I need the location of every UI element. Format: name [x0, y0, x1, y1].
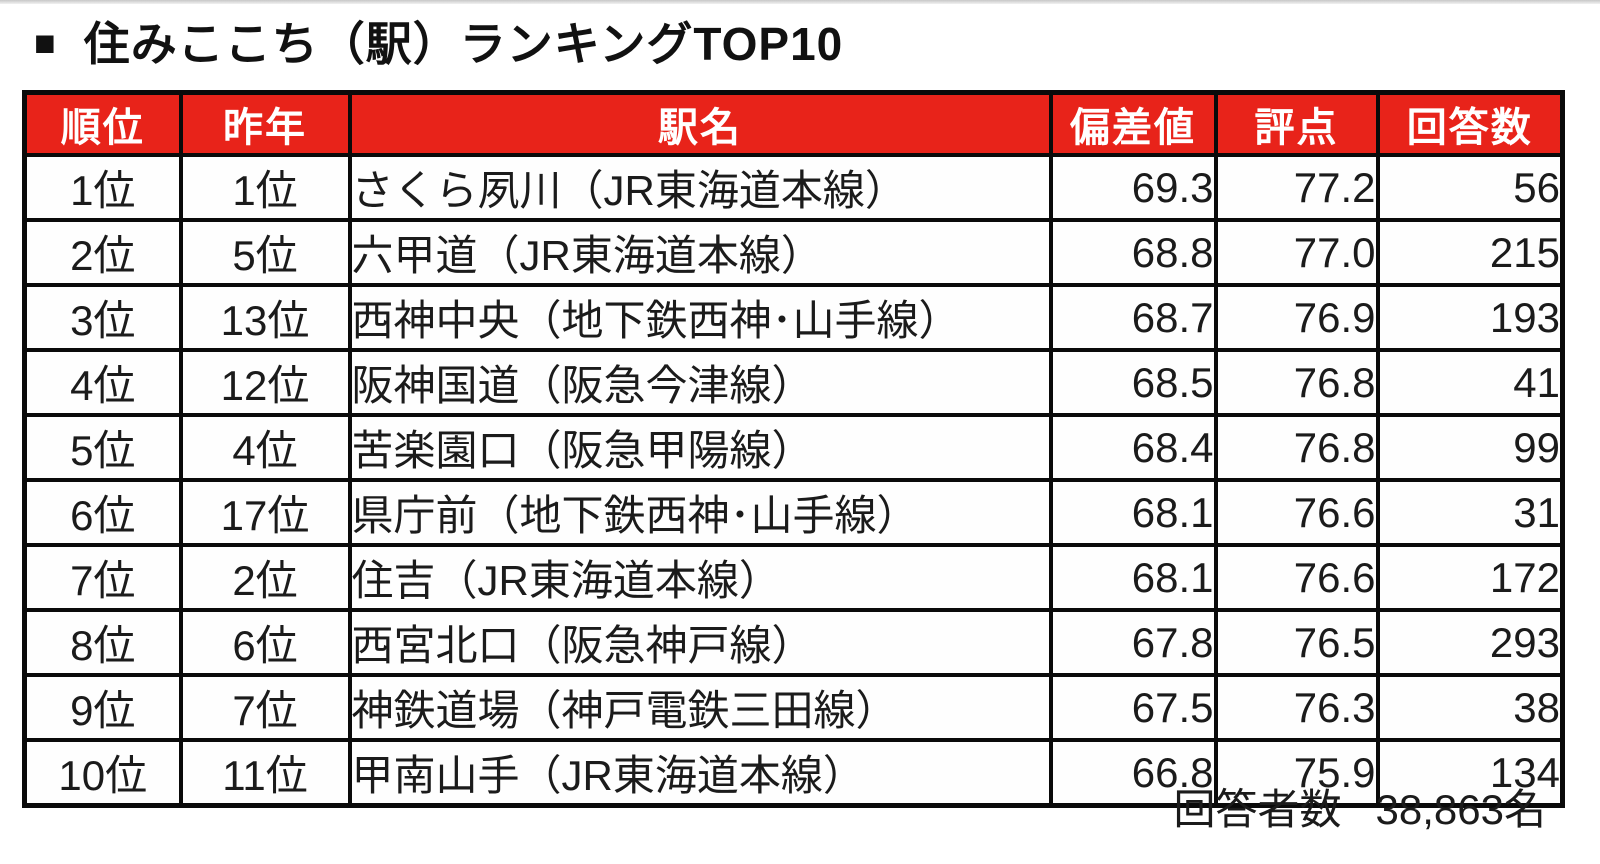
cell-last_year: 7位	[178, 673, 352, 742]
ranking-table: 順位 昨年 駅名 偏差値 評点 回答数 1位 1位 さくら夙川（JR東海道本線） 69…	[22, 90, 1565, 808]
cell-last_year: 17位	[178, 478, 352, 547]
cell-score: 76.5	[1213, 608, 1380, 677]
header-row: 順位 昨年 駅名 偏差値 評点 回答数	[22, 90, 1565, 157]
cell-deviation: 66.8	[1048, 738, 1218, 808]
cell-responses: 56	[1375, 153, 1565, 222]
table-row: 10位 11位 甲南山手（JR東海道本線） 66.8 75.9 134	[22, 738, 1565, 808]
cell-deviation: 69.3	[1048, 153, 1218, 222]
cell-last_year: 12位	[178, 348, 352, 417]
table-row: 4位 12位 阪神国道（阪急今津線） 68.5 76.8 41	[22, 348, 1565, 417]
cell-station: 阪神国道（阪急今津線）	[347, 348, 1053, 417]
cell-station: 西宮北口（阪急神戸線）	[347, 608, 1053, 677]
table-row: 3位 13位 西神中央（地下鉄西神･山手線） 68.7 76.9 193	[22, 283, 1565, 352]
respondents-label: 回答者数	[1173, 786, 1342, 833]
cell-last_year: 1位	[178, 153, 352, 222]
cell-last_year: 5位	[178, 218, 352, 287]
table-header: 順位 昨年 駅名 偏差値 評点 回答数	[22, 90, 1565, 157]
table-row: 1位 1位 さくら夙川（JR東海道本線） 69.3 77.2 56	[22, 153, 1565, 222]
respondents-value: 38,863名	[1375, 786, 1546, 833]
cell-score: 76.8	[1213, 348, 1380, 417]
col-header-responses: 回答数	[1375, 90, 1565, 157]
cell-last_year: 4位	[178, 413, 352, 482]
cell-score: 77.0	[1213, 218, 1380, 287]
cell-deviation: 68.1	[1048, 478, 1218, 547]
cell-rank: 9位	[22, 673, 183, 742]
cell-station: 甲南山手（JR東海道本線）	[347, 738, 1053, 808]
cell-rank: 6位	[22, 478, 183, 547]
cell-rank: 4位	[22, 348, 183, 417]
title-square-bullet-icon: ■	[34, 22, 56, 63]
cell-rank: 1位	[22, 153, 183, 222]
cell-station: さくら夙川（JR東海道本線）	[347, 153, 1053, 222]
cell-station: 神鉄道場（神戸電鉄三田線）	[347, 673, 1053, 742]
cell-responses: 41	[1375, 348, 1565, 417]
cell-score: 76.9	[1213, 283, 1380, 352]
cell-deviation: 68.8	[1048, 218, 1218, 287]
cell-score: 76.3	[1213, 673, 1380, 742]
table-row: 7位 2位 住吉（JR東海道本線） 68.1 76.6 172	[22, 543, 1565, 612]
cell-deviation: 68.4	[1048, 413, 1218, 482]
cell-score: 77.2	[1213, 153, 1380, 222]
table-row: 6位 17位 県庁前（地下鉄西神･山手線） 68.1 76.6 31	[22, 478, 1565, 547]
cell-rank: 2位	[22, 218, 183, 287]
cell-deviation: 68.1	[1048, 543, 1218, 612]
col-header-rank: 順位	[22, 90, 183, 157]
cell-responses: 172	[1375, 543, 1565, 612]
table-row: 9位 7位 神鉄道場（神戸電鉄三田線） 67.5 76.3 38	[22, 673, 1565, 742]
table-body: 1位 1位 さくら夙川（JR東海道本線） 69.3 77.2 56 2位 5位 六甲道（JR東海…	[22, 153, 1565, 808]
cell-station: 六甲道（JR東海道本線）	[347, 218, 1053, 287]
page-title: ■ 住みここち（駅）ランキングTOP10	[34, 8, 843, 74]
cell-rank: 3位	[22, 283, 183, 352]
cell-score: 76.8	[1213, 413, 1380, 482]
cell-responses: 293	[1375, 608, 1565, 677]
cell-rank: 8位	[22, 608, 183, 677]
col-header-station: 駅名	[347, 90, 1053, 157]
cell-responses: 134	[1375, 738, 1565, 808]
cell-responses: 31	[1375, 478, 1565, 547]
cell-score: 75.9	[1213, 738, 1380, 808]
cell-rank: 7位	[22, 543, 183, 612]
cell-responses: 38	[1375, 673, 1565, 742]
cell-deviation: 67.5	[1048, 673, 1218, 742]
cell-rank: 5位	[22, 413, 183, 482]
cell-responses: 193	[1375, 283, 1565, 352]
cell-score: 76.6	[1213, 543, 1380, 612]
cell-station: 苦楽園口（阪急甲陽線）	[347, 413, 1053, 482]
col-header-last-year: 昨年	[178, 90, 352, 157]
cell-station: 西神中央（地下鉄西神･山手線）	[347, 283, 1053, 352]
table-row: 5位 4位 苦楽園口（阪急甲陽線） 68.4 76.8 99	[22, 413, 1565, 482]
table-row: 2位 5位 六甲道（JR東海道本線） 68.8 77.0 215	[22, 218, 1565, 287]
cell-last_year: 11位	[178, 738, 352, 808]
cell-score: 76.6	[1213, 478, 1380, 547]
cell-last_year: 2位	[178, 543, 352, 612]
cell-station: 住吉（JR東海道本線）	[347, 543, 1053, 612]
cell-last_year: 6位	[178, 608, 352, 677]
table-row: 8位 6位 西宮北口（阪急神戸線） 67.8 76.5 293	[22, 608, 1565, 677]
col-header-deviation: 偏差値	[1048, 90, 1218, 157]
respondents-total: 回答者数 38,863名	[1174, 776, 1546, 837]
cell-deviation: 68.7	[1048, 283, 1218, 352]
cell-deviation: 67.8	[1048, 608, 1218, 677]
cell-rank: 10位	[22, 738, 183, 808]
cell-last_year: 13位	[178, 283, 352, 352]
cell-responses: 215	[1375, 218, 1565, 287]
cell-responses: 99	[1375, 413, 1565, 482]
col-header-score: 評点	[1213, 90, 1380, 157]
cell-deviation: 68.5	[1048, 348, 1218, 417]
cell-station: 県庁前（地下鉄西神･山手線）	[347, 478, 1053, 547]
title-text: 住みここち（駅）ランキングTOP10	[83, 18, 844, 70]
